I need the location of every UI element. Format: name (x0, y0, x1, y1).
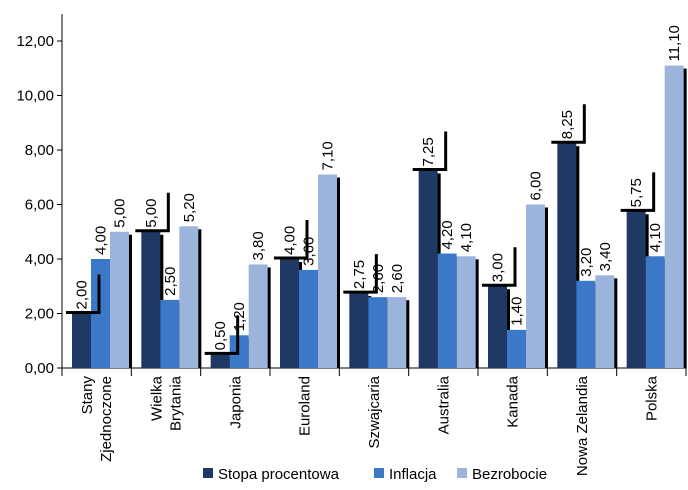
data-label: 4,10 (647, 223, 664, 252)
category-label: Stany (79, 376, 96, 415)
bar-stopa-procentowa (418, 170, 438, 368)
bar-bezrobocie (526, 204, 545, 368)
bars (72, 65, 687, 369)
data-label: 5,00 (112, 199, 129, 228)
bar-inflacja (576, 280, 596, 368)
category-labels: Stany Zjednoczone Wielka Brytania Japonia Eur… (79, 375, 660, 476)
bar-stopa-procentowa (210, 354, 230, 368)
category-label: Brytania (168, 375, 185, 431)
category-label: Szwajcaria (366, 375, 383, 448)
data-label: 2,60 (370, 264, 387, 293)
data-label: 2,75 (351, 260, 368, 289)
category-label: Kanada (505, 375, 522, 427)
legend-label-inflacja: Inflacja (389, 466, 437, 483)
bar-bezrobocie (110, 231, 129, 368)
legend-label-bezrobocie: Bezrobocie (472, 466, 547, 483)
data-label: 11,10 (666, 25, 683, 61)
data-label: 5,00 (143, 199, 160, 228)
legend-swatch-bezrobocie (457, 468, 467, 478)
bar-inflacja (368, 297, 388, 368)
y-tick-label: 12,00 (16, 33, 54, 50)
category-label: Nowa Zelandia (574, 375, 591, 476)
category-label: Japonia (227, 375, 244, 428)
data-label: 4,20 (439, 220, 456, 249)
bar-bezrobocie (595, 275, 615, 368)
data-label: 7,25 (420, 137, 437, 166)
y-tick-label: 8,00 (25, 142, 54, 159)
bar-stopa-procentowa (349, 293, 369, 368)
legend-swatch-inflacja (374, 468, 384, 478)
bar-bezrobocie (387, 297, 407, 368)
y-tick-label: 4,00 (25, 251, 54, 268)
data-label: 3,40 (597, 242, 614, 271)
bar-stopa-procentowa (141, 231, 161, 368)
category-label: Polska (643, 375, 660, 421)
data-label: 5,20 (181, 193, 198, 222)
y-tick-label: 6,00 (25, 197, 54, 214)
bar-bezrobocie (664, 65, 684, 369)
bar-inflacja (160, 299, 180, 368)
bar-bezrobocie (318, 174, 337, 368)
bar-bezrobocie (179, 226, 199, 368)
rate-bracket (204, 315, 240, 355)
bar-stopa-procentowa (72, 313, 91, 368)
rate-bracket (274, 220, 309, 260)
data-label: 4,10 (458, 223, 475, 252)
bar-inflacja (299, 269, 318, 368)
data-label: 2,00 (74, 280, 91, 309)
bar-bezrobocie (248, 264, 268, 368)
category-label: Zjednoczone (98, 376, 115, 462)
category-label: Wielka (149, 375, 166, 421)
rate-bracket (343, 254, 378, 294)
data-label: 5,75 (628, 178, 645, 207)
legend-swatch-stopa-procentowa (203, 468, 213, 478)
bar-bezrobocie (456, 256, 476, 368)
bar-stopa-procentowa (557, 143, 577, 368)
bar-stopa-procentowa (488, 286, 507, 368)
rate-bracket (620, 172, 656, 212)
data-label: 1,40 (509, 297, 526, 326)
rate-bracket (551, 104, 586, 144)
data-label: 8,25 (559, 110, 576, 139)
bar-inflacja (507, 329, 526, 368)
data-label: 0,50 (212, 321, 229, 350)
rate-bracket (135, 192, 170, 233)
data-label: 6,00 (528, 171, 545, 200)
legend: Stopa procentowa Inflacja Bezrobocie (203, 466, 547, 483)
data-label: 3,20 (578, 248, 595, 277)
data-label: 3,60 (301, 237, 318, 266)
bar-stopa-procentowa (280, 259, 299, 368)
bar-inflacja (645, 256, 665, 368)
data-label: 2,60 (389, 264, 406, 293)
rate-bracket (412, 131, 448, 171)
data-label: 1,20 (231, 302, 248, 331)
data-label: 3,00 (490, 253, 507, 282)
data-label: 4,00 (282, 226, 299, 255)
y-tick-label: 10,00 (16, 88, 54, 105)
data-label: 4,00 (93, 226, 110, 255)
category-label: Australia (435, 375, 452, 434)
bar-inflacja (437, 253, 457, 368)
y-tick-label: 2,00 (25, 306, 54, 323)
data-label: 2,50 (162, 267, 179, 296)
category-label: Euroland (297, 376, 314, 436)
rate-bracket (482, 247, 517, 287)
data-labels: 2,004,005,00 5,002,505,200,501,203,80 4,00… (66, 25, 683, 355)
rate-bracket (66, 274, 101, 314)
legend-label-stopa-procentowa: Stopa procentowa (218, 466, 340, 483)
data-label: 3,80 (250, 231, 267, 260)
bar-stopa-procentowa (626, 211, 646, 368)
y-tick-label: 0,00 (25, 360, 54, 377)
data-label: 7,10 (320, 141, 337, 170)
